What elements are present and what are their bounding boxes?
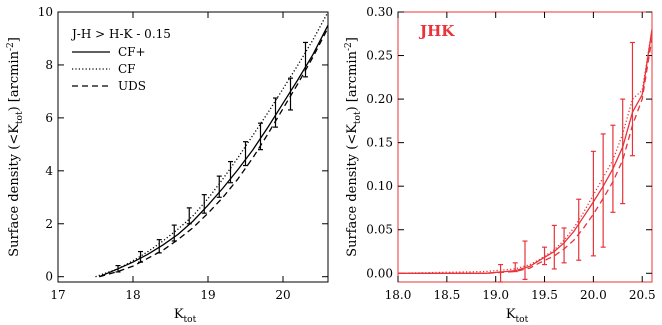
left-legend: CF+ CF UDS — [72, 45, 146, 93]
x-tick-label: 18.5 — [433, 288, 460, 302]
right-x-axis-label: Ktot — [506, 307, 529, 325]
x-tick-label: 20.0 — [580, 288, 607, 302]
x-tick-label: 17 — [50, 288, 65, 302]
legend-label: UDS — [118, 79, 146, 93]
x-tick-label: 19.5 — [531, 288, 558, 302]
y-tick-label: 4 — [45, 164, 53, 178]
y-tick-label: 6 — [45, 111, 53, 125]
y-tick-label: 0.25 — [366, 49, 393, 63]
y-tick-label: 2 — [45, 217, 53, 231]
x-tick-label: 18 — [125, 288, 140, 302]
series-line-cf — [95, 11, 329, 278]
x-tick-label: 20 — [275, 288, 290, 302]
x-tick-label: 20.5 — [629, 288, 656, 302]
right-panel: 18.0 18.5 19.0 19.5 20.0 20.5 0.00 0.05 0.10 0.15… — [344, 5, 656, 325]
left-x-axis-label: Ktot — [174, 307, 197, 325]
left-annotation: J-H > H-K - 0.15 — [70, 27, 171, 41]
legend-label: CF+ — [118, 45, 146, 59]
x-tick-label: 19.0 — [482, 288, 509, 302]
left-panel: 17 18 19 20 0 2 4 6 8 10 J-H > H-K - 0.15 CF+ CF UD… — [6, 5, 329, 325]
series-line-uds — [398, 37, 653, 274]
y-tick-label: 0.00 — [366, 266, 393, 280]
left-y-axis-label: Surface density (<Ktot) [arcmin-2] — [6, 37, 25, 257]
left-ticks: 17 18 19 20 0 2 4 6 8 10 — [38, 5, 328, 302]
right-plot-frame — [397, 11, 653, 283]
right-errorbars — [498, 41, 635, 283]
right-series — [397, 29, 653, 274]
y-tick-label: 0.30 — [366, 5, 393, 19]
right-ticks: 18.0 18.5 19.0 19.5 20.0 20.5 0.00 0.05 0.10 0.15… — [366, 5, 655, 302]
y-tick-label: 0.05 — [366, 223, 393, 237]
y-tick-label: 0.10 — [366, 179, 393, 193]
series-line-cf-plus — [398, 29, 653, 274]
legend-label: CF — [118, 62, 136, 76]
y-tick-label: 10 — [38, 5, 53, 19]
x-tick-label: 19 — [200, 288, 215, 302]
y-tick-label: 8 — [45, 58, 53, 72]
x-tick-label: 18.0 — [385, 288, 412, 302]
y-tick-label: 0.20 — [366, 92, 393, 106]
left-errorbars — [115, 41, 308, 273]
y-tick-label: 0 — [45, 270, 53, 284]
right-y-axis-label: Surface density (<Ktot) [arcmin-2] — [344, 37, 363, 257]
left-plot-frame — [57, 11, 329, 283]
series-line-cf — [397, 29, 653, 274]
y-tick-label: 0.15 — [366, 136, 393, 150]
right-panel-title: JHK — [418, 22, 455, 40]
